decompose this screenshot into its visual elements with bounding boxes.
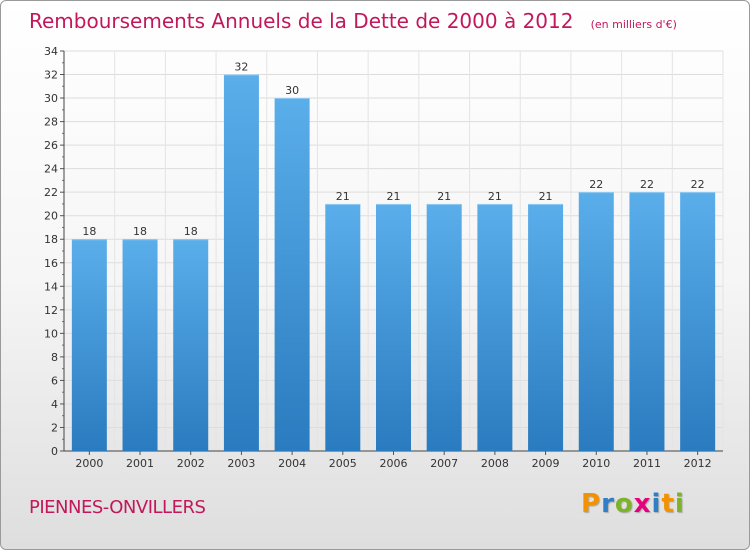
y-tick-label: 0: [51, 445, 58, 458]
x-tick-label: 2010: [582, 457, 610, 470]
bar-value-label: 18: [82, 225, 96, 238]
bar-value-label: 21: [387, 190, 401, 203]
y-tick-label: 12: [44, 304, 58, 317]
y-tick-label: 14: [44, 280, 58, 293]
logo-letter: x: [633, 489, 652, 519]
x-tick-label: 2008: [481, 457, 509, 470]
bar-value-label: 30: [285, 84, 299, 97]
bar: [376, 203, 411, 451]
y-tick-label: 6: [51, 374, 58, 387]
y-tick-label: 10: [44, 327, 58, 340]
y-tick-label: 34: [44, 45, 58, 58]
bar: [173, 239, 209, 451]
y-tick-label: 16: [44, 257, 58, 270]
bar: [477, 203, 513, 451]
chart-title: Remboursements Annuels de la Dette de 20…: [29, 9, 574, 33]
bar: [528, 203, 564, 451]
bar-value-label: 21: [336, 190, 350, 203]
bar: [680, 192, 716, 452]
y-tick-label: 8: [51, 351, 58, 364]
y-tick-label: 32: [44, 69, 58, 82]
bar: [274, 98, 310, 451]
y-tick-label: 30: [44, 92, 58, 105]
proxiti-logo: Proxiti: [581, 489, 685, 519]
x-tick-label: 2002: [177, 457, 205, 470]
y-tick-label: 2: [51, 421, 58, 434]
bar-value-label: 22: [589, 178, 603, 191]
y-tick-label: 24: [44, 163, 58, 176]
y-tick-label: 26: [44, 139, 58, 152]
title-row: Remboursements Annuels de la Dette de 20…: [29, 9, 677, 33]
logo-letter: i: [674, 489, 685, 519]
chart-unit-note: (en milliers d'€): [590, 18, 677, 31]
x-tick-label: 2003: [227, 457, 255, 470]
bar: [122, 239, 158, 451]
x-tick-label: 2004: [278, 457, 306, 470]
bar: [629, 192, 665, 452]
bar-value-label: 21: [488, 190, 502, 203]
bar-value-label: 32: [234, 61, 248, 74]
x-tick-label: 2001: [126, 457, 154, 470]
bar: [578, 192, 614, 452]
labels: 0246810121416182022242628303234182000182…: [44, 45, 712, 470]
y-tick-label: 4: [51, 398, 58, 411]
bar: [71, 239, 107, 451]
bar: [223, 74, 259, 451]
bar-value-label: 21: [437, 190, 451, 203]
bar-value-label: 22: [640, 178, 654, 191]
logo-letter: t: [661, 489, 675, 519]
y-tick-label: 22: [44, 186, 58, 199]
bar-value-label: 18: [133, 225, 147, 238]
bars: [71, 74, 716, 452]
bar-value-label: 21: [539, 190, 553, 203]
bar-value-label: 18: [184, 225, 198, 238]
y-tick-label: 28: [44, 116, 58, 129]
x-tick-label: 2012: [684, 457, 712, 470]
bar-value-label: 22: [691, 178, 705, 191]
x-tick-label: 2007: [430, 457, 458, 470]
logo-letter: o: [614, 489, 634, 519]
logo-letter: r: [601, 489, 615, 519]
logo-letter: i: [651, 489, 662, 519]
bar: [426, 203, 462, 451]
x-tick-label: 2006: [380, 457, 408, 470]
logo-letter: P: [581, 489, 602, 519]
location-label: PIENNES-ONVILLERS: [29, 497, 206, 518]
x-tick-label: 2000: [75, 457, 103, 470]
y-tick-label: 18: [44, 233, 58, 246]
x-tick-label: 2005: [329, 457, 357, 470]
y-tick-label: 20: [44, 210, 58, 223]
x-tick-label: 2009: [532, 457, 560, 470]
x-tick-label: 2011: [633, 457, 661, 470]
bar: [325, 203, 361, 451]
